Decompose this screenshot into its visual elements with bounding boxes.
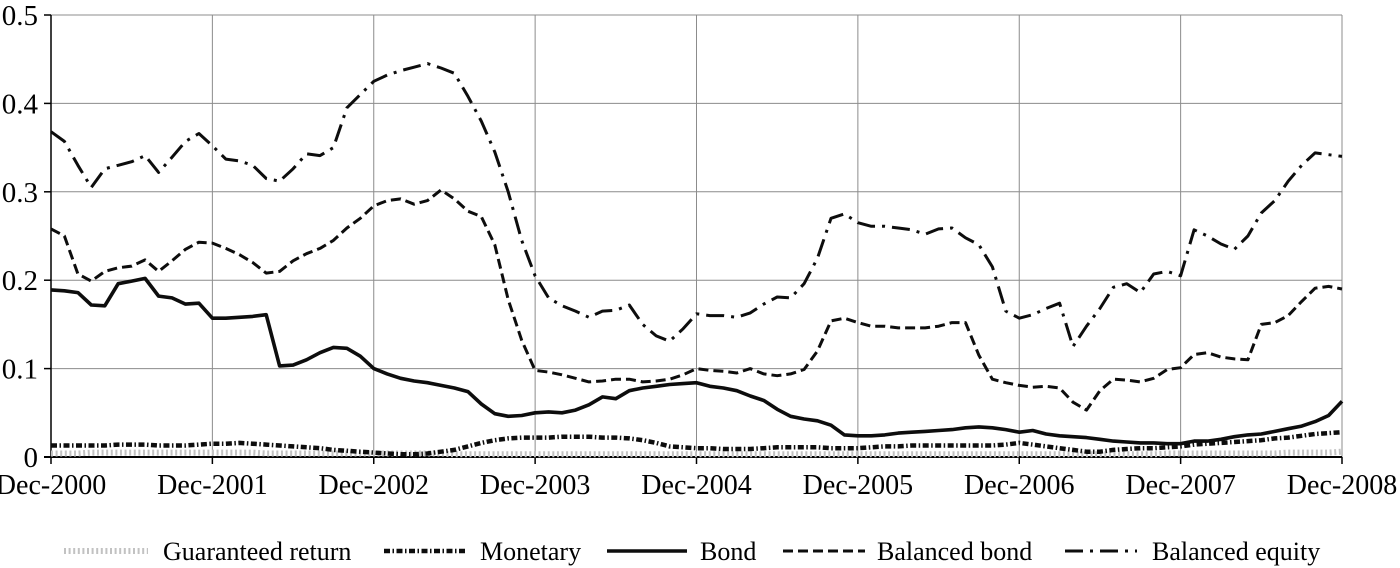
y-tick-label: 0: [24, 442, 39, 474]
legend-label-balanced-equity: Balanced equity: [1152, 537, 1320, 566]
x-tick-label: Dec-2006: [964, 470, 1074, 501]
legend-item-monetary: Monetary: [384, 537, 581, 566]
x-tick-label: Dec-2000: [0, 470, 106, 501]
x-tick-label: Dec-2005: [803, 470, 913, 501]
x-tick-label: Dec-2001: [157, 470, 267, 501]
legend-label-guaranteed-return: Guaranteed return: [163, 537, 351, 566]
x-tick-label: Dec-2007: [1125, 470, 1235, 501]
series-line-guaranteed-return: [51, 448, 1343, 458]
legend-item-balanced-bond: Balanced bond: [783, 537, 1032, 566]
axis-layer: [44, 14, 1343, 464]
chart-legend: Guaranteed return Monetary Bond Balanced…: [64, 537, 1320, 566]
series-layer: [50, 62, 1344, 458]
x-tick-label: Dec-2008: [1287, 470, 1397, 501]
legend-item-guaranteed-return: Guaranteed return: [64, 537, 351, 566]
series-line-balanced-equity: [50, 62, 1343, 348]
series-line-balanced-bond: [50, 188, 1343, 412]
x-tick-label: Dec-2003: [480, 470, 590, 501]
y-tick-label: 0.2: [2, 265, 38, 297]
series-line-bond: [50, 276, 1344, 446]
series-line-monetary: [51, 429, 1343, 457]
y-tick-label: 0.5: [2, 0, 38, 32]
legend-label-balanced-bond: Balanced bond: [877, 537, 1032, 566]
legend-item-bond: Bond: [607, 537, 756, 566]
x-tick-label: Dec-2004: [641, 470, 751, 501]
legend-item-balanced-equity: Balanced equity: [1065, 537, 1320, 566]
legend-label-monetary: Monetary: [480, 537, 581, 566]
y-tick-label: 0.4: [2, 88, 39, 120]
y-tick-label: 0.3: [2, 177, 38, 209]
axis-label-layer: 0 0.1 0.2 0.3 0.4 0.5 Dec-2000 Dec-2001 Dec-2002…: [0, 0, 1397, 501]
x-tick-label: Dec-2002: [319, 470, 429, 501]
grid-layer: [51, 14, 1343, 457]
y-tick-label: 0.1: [2, 354, 38, 386]
legend-label-bond: Bond: [700, 537, 756, 566]
